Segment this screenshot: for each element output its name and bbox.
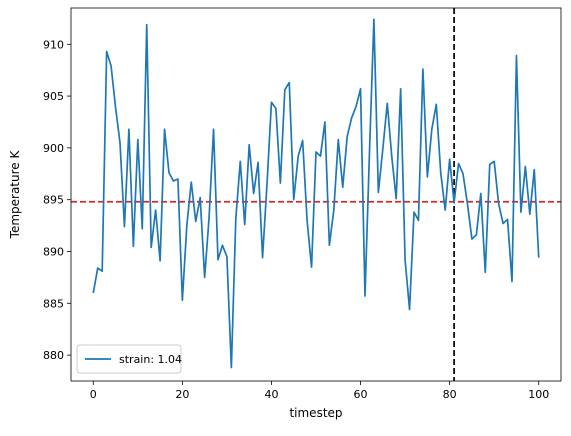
- axes-frame: [70, 7, 562, 382]
- series-layer: [92, 18, 540, 369]
- legend: strain: 1.04: [76, 344, 182, 374]
- legend-box: [76, 344, 182, 374]
- series-line: [92, 18, 540, 369]
- y-tick-label: 895: [43, 194, 64, 207]
- x-tick-label: 60: [354, 388, 368, 401]
- y-axis-ticks: 880 885 890 895 900 905 910: [43, 38, 71, 362]
- y-tick-label: 900: [43, 142, 64, 155]
- x-tick-label: 80: [443, 388, 457, 401]
- plot-area: [71, 8, 561, 381]
- x-axis-ticks: 0 20 40 60 80 100: [90, 381, 549, 401]
- x-tick-label: 0: [90, 388, 97, 401]
- x-tick-label: 40: [264, 388, 278, 401]
- y-tick-label: 880: [43, 349, 64, 362]
- y-tick-label: 890: [43, 245, 64, 258]
- x-tick-label: 20: [175, 388, 189, 401]
- legend-label: strain: 1.04: [119, 353, 182, 366]
- y-tick-label: 905: [43, 90, 64, 103]
- y-axis-label: Temperature K: [8, 150, 22, 240]
- x-tick-label: 100: [528, 388, 549, 401]
- y-tick-label: 885: [43, 297, 64, 310]
- y-tick-label: 910: [43, 38, 64, 51]
- x-axis-label: timestep: [289, 406, 342, 420]
